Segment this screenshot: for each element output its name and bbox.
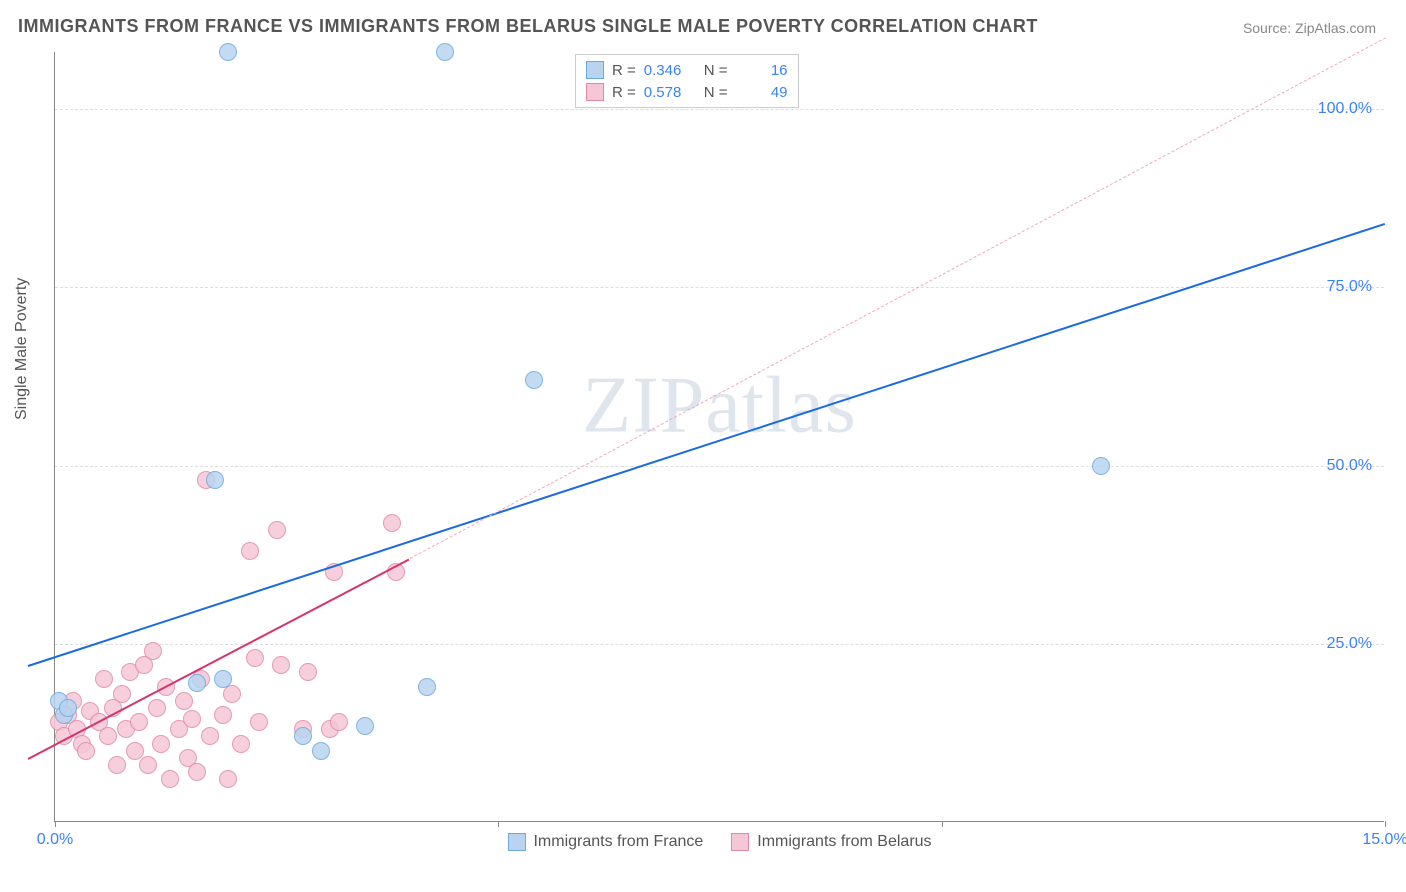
data-point [356, 717, 374, 735]
trend-line [28, 223, 1385, 667]
gridline [55, 466, 1384, 467]
legend-r-value: 0.578 [644, 84, 696, 101]
legend-r-value: 0.346 [644, 62, 696, 79]
legend-r-label: R = [612, 62, 636, 79]
data-point [1092, 457, 1110, 475]
data-point [219, 43, 237, 61]
source-attribution: Source: ZipAtlas.com [1243, 20, 1376, 36]
data-point [59, 699, 77, 717]
gridline [55, 644, 1384, 645]
data-point [330, 713, 348, 731]
data-point [214, 670, 232, 688]
data-point [113, 685, 131, 703]
chart-plot-area: ZIPatlas R =0.346N =16R =0.578N =49 Immi… [54, 52, 1384, 822]
data-point [418, 678, 436, 696]
series-legend: Immigrants from France Immigrants from Be… [507, 833, 931, 851]
legend-n-value: 16 [736, 62, 788, 79]
y-tick-label: 100.0% [1318, 100, 1372, 118]
legend-item: Immigrants from France [507, 833, 703, 851]
x-tick-mark [942, 821, 943, 827]
data-point [188, 763, 206, 781]
data-point [144, 642, 162, 660]
data-point [383, 514, 401, 532]
watermark: ZIPatlas [582, 360, 857, 451]
legend-n-value: 49 [736, 84, 788, 101]
legend-r-label: R = [612, 84, 636, 101]
chart-title: IMMIGRANTS FROM FRANCE VS IMMIGRANTS FRO… [18, 16, 1038, 37]
data-point [241, 542, 259, 560]
data-point [175, 692, 193, 710]
data-point [299, 663, 317, 681]
data-point [139, 756, 157, 774]
x-tick-mark [55, 821, 56, 827]
data-point [95, 670, 113, 688]
y-axis-label: Single Male Poverty [13, 278, 31, 420]
trend-line [409, 38, 1385, 559]
data-point [161, 770, 179, 788]
legend-swatch [731, 833, 749, 851]
data-point [206, 471, 224, 489]
data-point [246, 649, 264, 667]
legend-row: R = 0.578 N = 49 [586, 81, 788, 103]
x-tick-mark [1385, 821, 1386, 827]
legend-swatch [507, 833, 525, 851]
data-point [250, 713, 268, 731]
gridline [55, 109, 1384, 110]
y-tick-label: 75.0% [1327, 278, 1372, 296]
legend-label: Immigrants from France [533, 833, 703, 851]
data-point [214, 706, 232, 724]
x-tick-label: 15.0% [1362, 831, 1406, 849]
data-point [525, 371, 543, 389]
data-point [108, 756, 126, 774]
y-tick-label: 50.0% [1327, 457, 1372, 475]
data-point [183, 710, 201, 728]
data-point [77, 742, 95, 760]
legend-n-label: N = [704, 84, 728, 101]
data-point [312, 742, 330, 760]
data-point [152, 735, 170, 753]
legend-row: R = 0.346 N = 16 [586, 59, 788, 81]
x-tick-mark [498, 821, 499, 827]
legend-n-label: N = [704, 62, 728, 79]
data-point [268, 521, 286, 539]
legend-label: Immigrants from Belarus [757, 833, 931, 851]
correlation-legend: R = 0.346 N = 16 R = 0.578 N = 49 [575, 54, 799, 108]
trend-line [28, 558, 410, 759]
data-point [99, 727, 117, 745]
data-point [294, 727, 312, 745]
data-point [201, 727, 219, 745]
data-point [272, 656, 290, 674]
data-point [126, 742, 144, 760]
data-point [436, 43, 454, 61]
data-point [130, 713, 148, 731]
data-point [148, 699, 166, 717]
x-tick-label: 0.0% [37, 831, 73, 849]
legend-swatch [586, 83, 604, 101]
y-tick-label: 25.0% [1327, 635, 1372, 653]
data-point [232, 735, 250, 753]
legend-item: Immigrants from Belarus [731, 833, 931, 851]
data-point [219, 770, 237, 788]
legend-swatch [586, 61, 604, 79]
data-point [188, 674, 206, 692]
